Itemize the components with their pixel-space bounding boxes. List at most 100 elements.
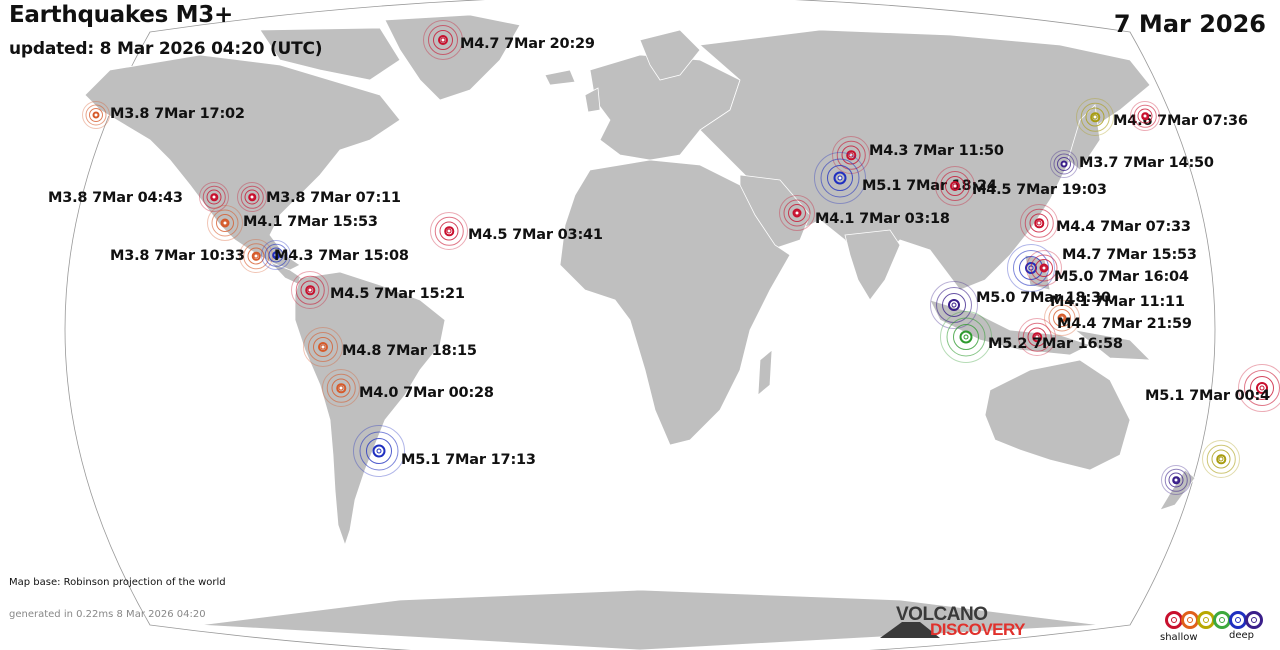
- quake-ring-icon: [1034, 218, 1044, 228]
- quake-center-icon: [794, 210, 800, 216]
- quake-ring-icon: [783, 199, 811, 227]
- earthquake-label: M4.7 7Mar 15:53: [1062, 247, 1197, 263]
- volcano-icon: [880, 622, 940, 638]
- quake-center-icon: [222, 220, 228, 226]
- quake-ring-icon: [1053, 309, 1071, 327]
- updated-timestamp: updated: 8 Mar 2026 04:20 (UTC): [9, 39, 323, 59]
- earthquake-label: M5.1 7Mar 17:13: [401, 452, 536, 468]
- quake-ring-icon: [322, 369, 360, 407]
- south-america: [294, 271, 446, 547]
- quake-ring-icon: [211, 209, 239, 237]
- quake-ring-icon: [89, 108, 103, 122]
- quake-ring-icon: [1057, 157, 1071, 171]
- quake-ring-icon: [1024, 208, 1054, 238]
- antarctica: [199, 589, 1101, 650]
- north-america: [84, 54, 401, 271]
- quake-ring-icon: [1172, 476, 1180, 484]
- earthquake-label: M4.5 7Mar 15:21: [330, 286, 465, 302]
- quake-ring-icon: [1168, 472, 1184, 488]
- europe: [589, 54, 741, 161]
- uk: [584, 87, 601, 113]
- quake-ring-icon: [940, 311, 992, 363]
- quake-ring-icon: [833, 171, 847, 185]
- quake-ring-icon: [439, 221, 459, 241]
- quake-ring-icon: [264, 243, 288, 267]
- quake-ring-icon: [820, 158, 860, 198]
- quake-ring-icon: [788, 204, 806, 222]
- australia: [984, 359, 1131, 471]
- quake-ring-icon: [1050, 150, 1078, 178]
- quake-ring-icon: [1211, 449, 1231, 469]
- earthquake-label: M4.8 7Mar 18:15: [342, 343, 477, 359]
- legend-ring-1-icon: [1165, 611, 1183, 629]
- quake-ring-icon: [1238, 364, 1280, 412]
- quake-center-icon: [253, 253, 259, 259]
- earthquake-label: M5.0 7Mar 16:04: [1054, 269, 1189, 285]
- quake-ring-icon: [326, 373, 356, 403]
- quake-ring-icon: [1085, 107, 1105, 127]
- quake-center-icon: [837, 175, 843, 181]
- earthquake-label: M4.1 7Mar 11:11: [1050, 294, 1185, 310]
- quake-ring-icon: [216, 214, 234, 232]
- earthquake-label: M4.4 7Mar 07:33: [1056, 219, 1191, 235]
- quake-ring-icon: [940, 171, 970, 201]
- quake-ring-icon: [1032, 332, 1042, 342]
- quake-center-icon: [1259, 385, 1265, 391]
- quake-ring-icon: [206, 189, 222, 205]
- earthquake-label: M4.3 7Mar 15:08: [274, 248, 409, 264]
- quake-ring-icon: [366, 438, 392, 464]
- logo-line2: DISCOVERY: [930, 620, 1026, 639]
- quake-ring-icon: [1020, 204, 1058, 242]
- page-title: Earthquakes M3+: [9, 2, 233, 28]
- quake-ring-icon: [444, 226, 454, 236]
- india: [844, 229, 901, 301]
- new-guinea: [1074, 329, 1152, 361]
- quake-ring-icon: [248, 193, 256, 201]
- quake-ring-icon: [82, 101, 110, 129]
- quake-ring-icon: [945, 176, 965, 196]
- quake-ring-icon: [438, 35, 448, 45]
- quake-ring-icon: [1022, 322, 1052, 352]
- map-base-note: Map base: Robinson projection of the wor…: [9, 577, 226, 588]
- earthquake-label: M4.5 7Mar 19:03: [972, 182, 1107, 198]
- quake-ring-icon: [1164, 468, 1188, 492]
- quake-ring-icon: [353, 425, 405, 477]
- quake-ring-icon: [295, 275, 325, 305]
- quake-center-icon: [1218, 456, 1224, 462]
- earthquake-label: M3.8 7Mar 07:11: [266, 190, 401, 206]
- quake-ring-icon: [1039, 263, 1049, 273]
- quake-ring-icon: [1030, 254, 1058, 282]
- quake-ring-icon: [423, 20, 463, 60]
- quake-ring-icon: [1202, 440, 1240, 478]
- iceland: [544, 69, 576, 86]
- quake-ring-icon: [1130, 101, 1160, 131]
- quake-ring-icon: [261, 240, 291, 270]
- quake-ring-icon: [308, 332, 338, 362]
- quake-ring-icon: [1256, 382, 1268, 394]
- quake-ring-icon: [291, 271, 329, 309]
- earthquake-label: M4.4 7Mar 21:59: [1057, 316, 1192, 332]
- quake-ring-icon: [210, 193, 218, 201]
- quake-center-icon: [273, 252, 279, 258]
- earthquake-label: M3.8 7Mar 17:02: [110, 106, 245, 122]
- quake-center-icon: [1041, 265, 1047, 271]
- map-outline: [64, 0, 1216, 650]
- quake-ring-icon: [272, 251, 280, 259]
- quake-center-icon: [320, 344, 326, 350]
- depth-legend: shallow deep: [1160, 611, 1273, 649]
- quake-ring-icon: [430, 212, 468, 250]
- quake-center-icon: [1173, 477, 1179, 483]
- quake-ring-icon: [305, 285, 315, 295]
- earthquake-label: M3.8 7Mar 10:33: [110, 248, 245, 264]
- quake-ring-icon: [1044, 300, 1080, 336]
- quake-ring-icon: [318, 342, 328, 352]
- madagascar: [757, 349, 773, 396]
- quake-center-icon: [1036, 220, 1042, 226]
- quake-ring-icon: [336, 383, 346, 393]
- quake-ring-icon: [1053, 153, 1075, 175]
- earthquake-label: M3.8 7Mar 04:43: [48, 190, 183, 206]
- quake-ring-icon: [1076, 98, 1114, 136]
- quake-ring-icon: [372, 444, 386, 458]
- quake-ring-icon: [313, 337, 333, 357]
